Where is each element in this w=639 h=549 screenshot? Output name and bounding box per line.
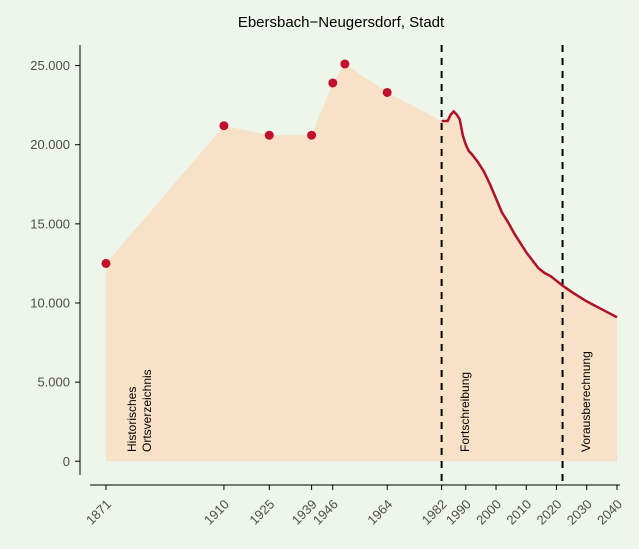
line (441, 109, 618, 319)
point (307, 130, 317, 140)
chart-title: Ebersbach−Neugersdorf, Stadt (238, 14, 445, 31)
y-tick-label: 25.000 (30, 58, 70, 73)
y-tick-label: 5.000 (37, 375, 70, 390)
point (264, 130, 274, 140)
point (101, 258, 111, 268)
point (382, 87, 392, 97)
y-tick-label: 0 (63, 454, 70, 469)
point (219, 121, 229, 131)
y-tick-label: 15.000 (30, 216, 70, 231)
annotation: Fortschreibung (458, 372, 472, 452)
y-tick-label: 20.000 (30, 137, 70, 152)
point (340, 59, 350, 69)
y-tick-label: 10.000 (30, 295, 70, 310)
annotation: Vorausberechnung (579, 351, 593, 452)
annotation: HistorischesOrtsverzeichnis (125, 369, 154, 452)
point (328, 78, 338, 88)
area (106, 63, 617, 462)
